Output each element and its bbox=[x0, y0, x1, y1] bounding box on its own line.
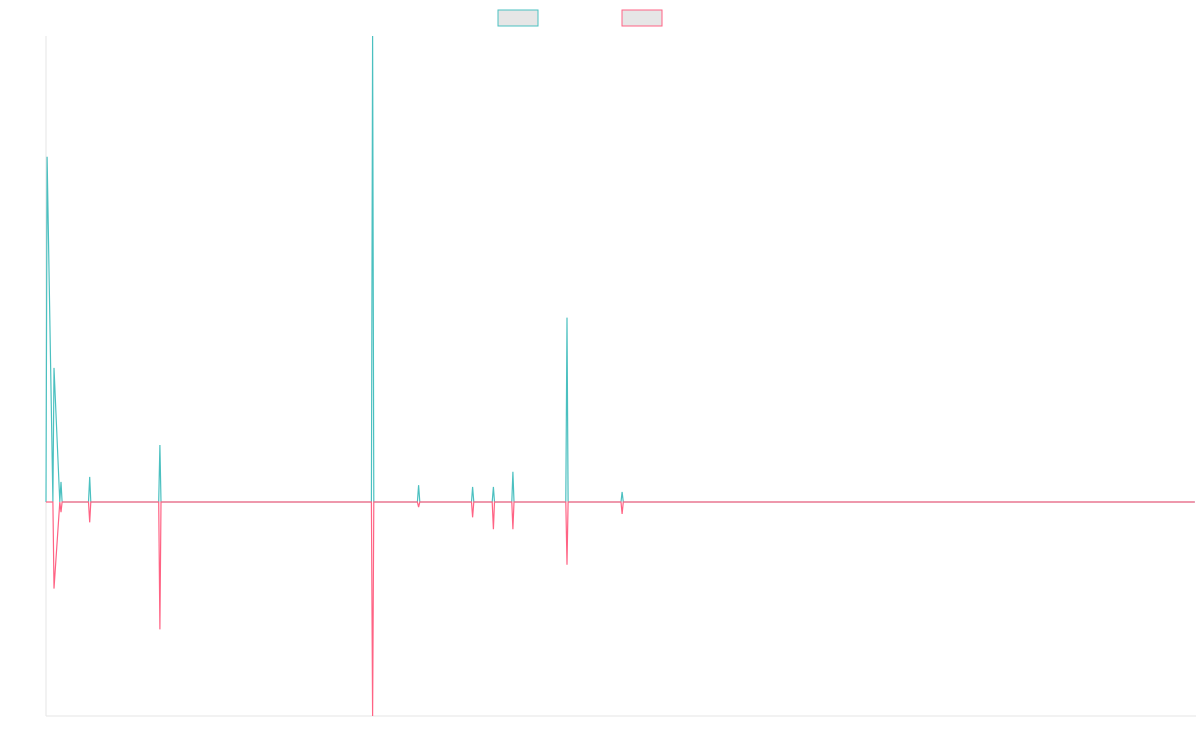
legend-item-2[interactable] bbox=[621, 9, 663, 27]
legend bbox=[497, 9, 663, 27]
series-line-2[interactable] bbox=[46, 501, 1195, 717]
series-layer bbox=[45, 35, 1195, 717]
legend-item-1[interactable] bbox=[497, 9, 539, 27]
axes bbox=[45, 36, 1196, 717]
legend-swatch bbox=[621, 9, 663, 27]
series-line-1[interactable] bbox=[45, 35, 1195, 503]
legend-swatch bbox=[497, 9, 539, 27]
